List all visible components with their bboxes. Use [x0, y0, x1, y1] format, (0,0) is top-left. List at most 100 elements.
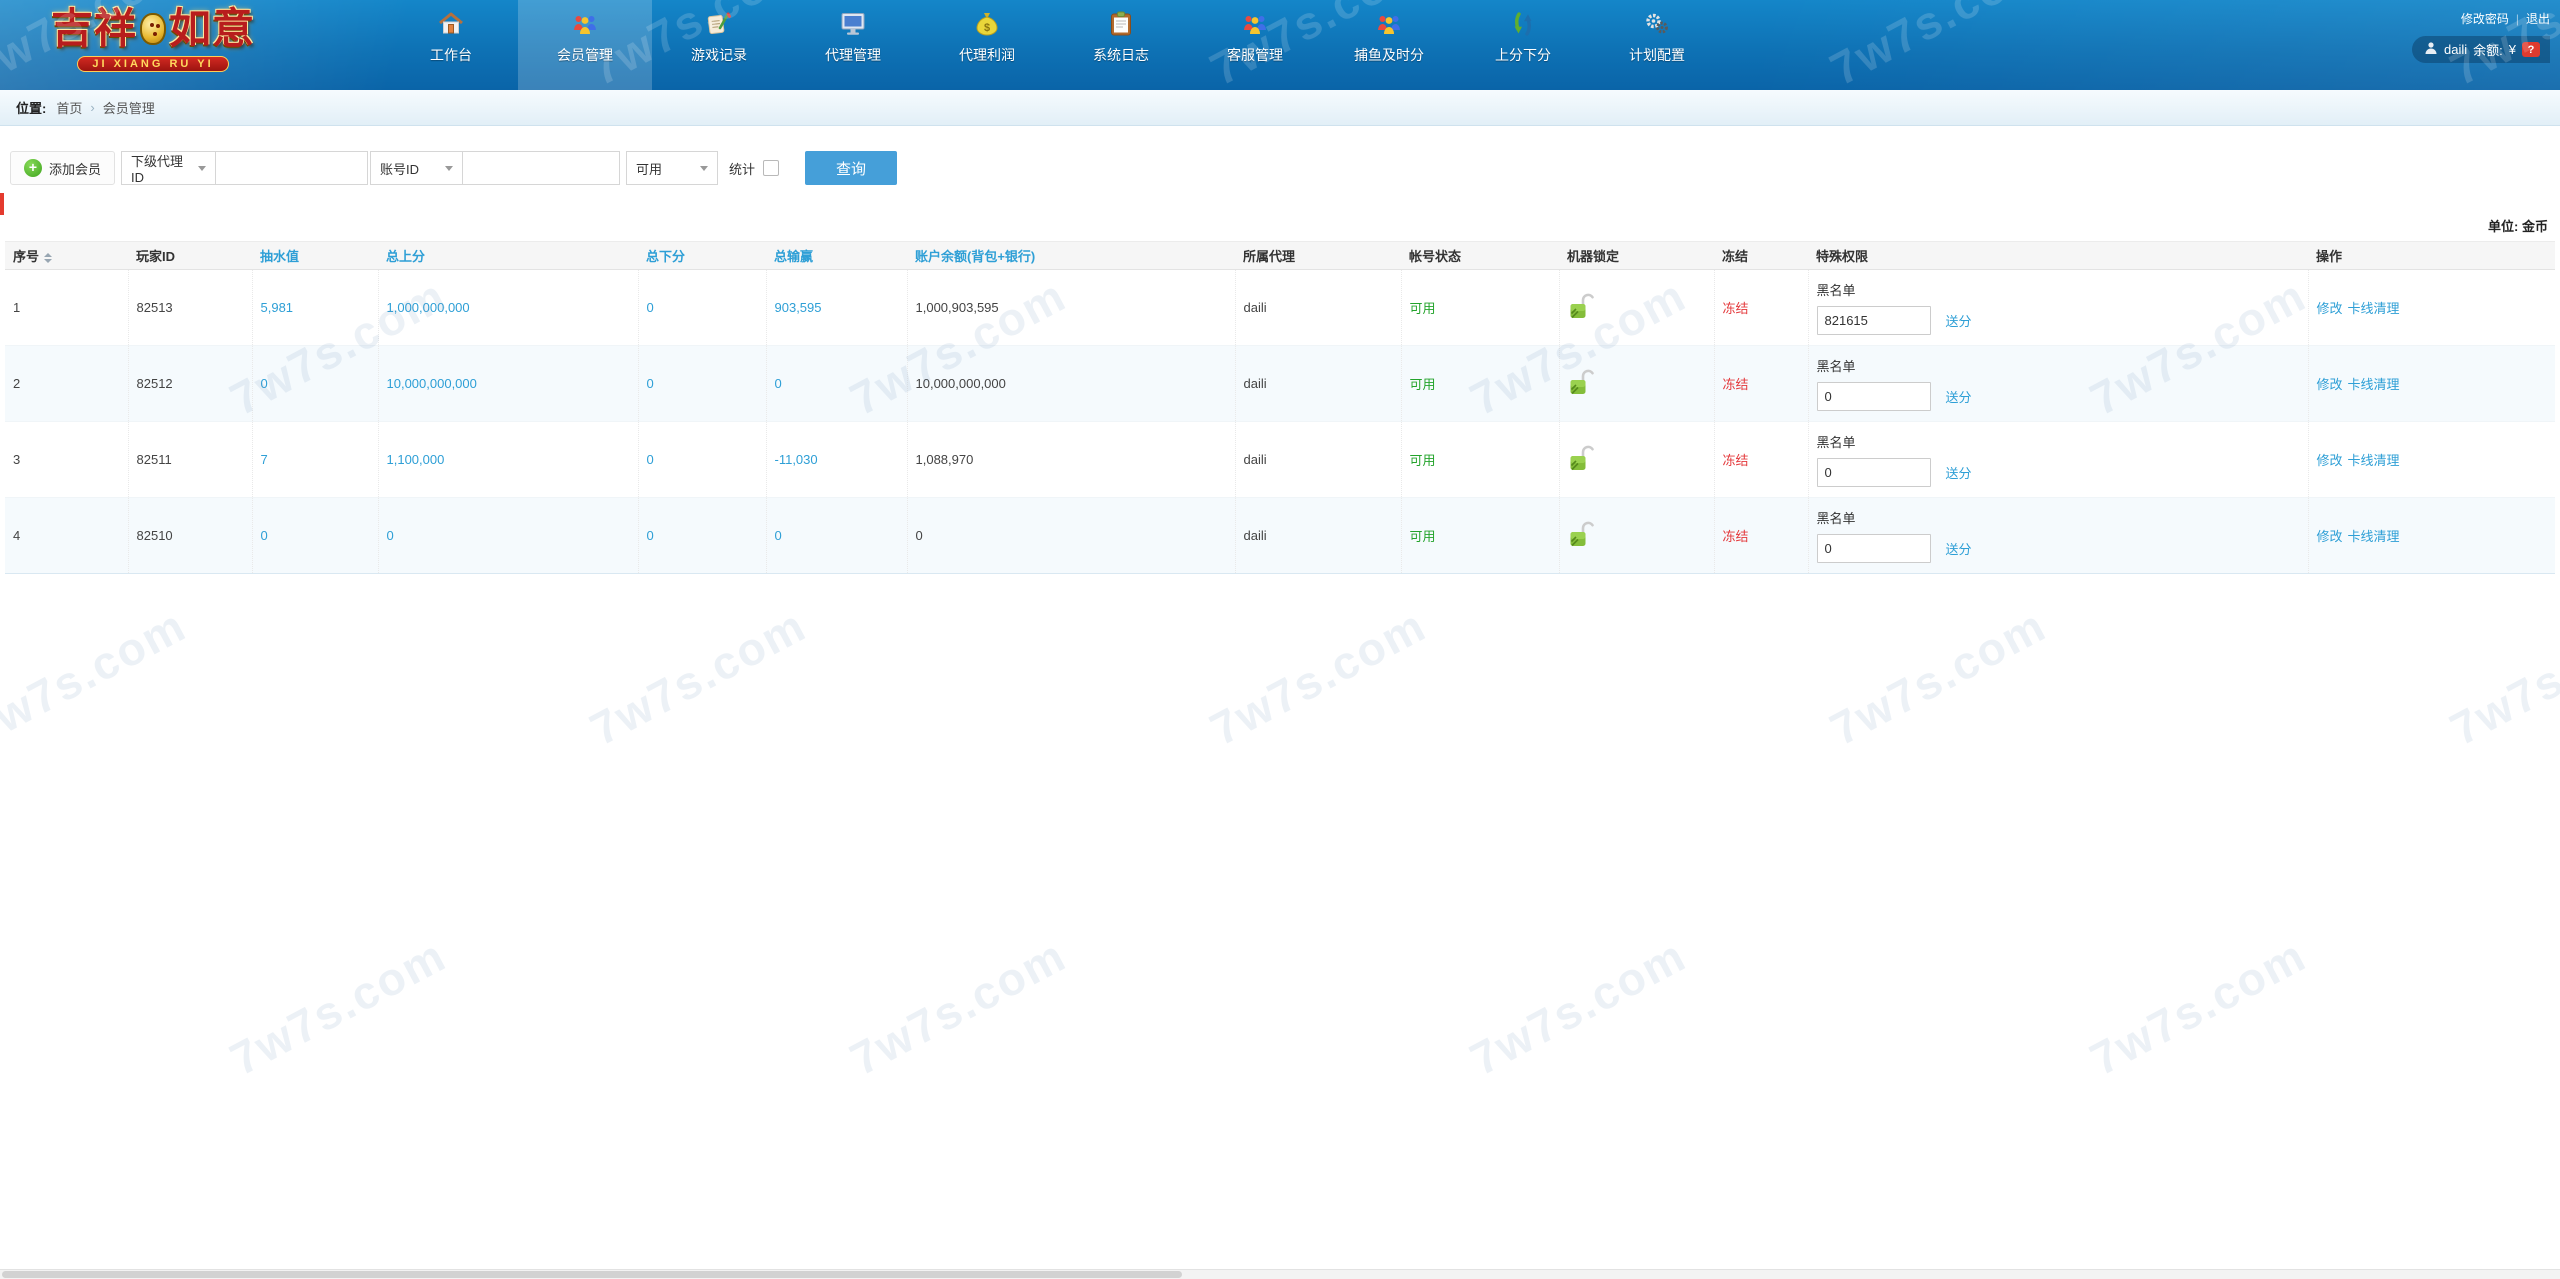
- nav-item-label: 系统日志: [1093, 47, 1149, 63]
- column-header: 冻结: [1714, 241, 1808, 270]
- freeze-link[interactable]: 冻结: [1722, 453, 1749, 468]
- main-nav: 工作台 会员管理 游戏记录 代理管理 $ 代理利润 系统日志 客服管理 捕鱼及时…: [384, 0, 1724, 90]
- blacklist-input[interactable]: [1816, 458, 1931, 487]
- column-header[interactable]: 抽水值: [252, 241, 378, 270]
- freeze-link[interactable]: 冻结: [1722, 529, 1749, 544]
- modify-link[interactable]: 修改: [2316, 453, 2343, 468]
- cell-player-id: 82513: [128, 269, 253, 346]
- nav-item-9[interactable]: 计划配置: [1590, 0, 1724, 90]
- status-select[interactable]: 可用: [626, 151, 719, 185]
- blacklist-input[interactable]: [1816, 382, 1931, 411]
- system-log-icon: [1108, 9, 1134, 39]
- clear-line-link[interactable]: 卡线清理: [2347, 377, 2400, 392]
- agent-id-select-value: 下级代理ID: [131, 154, 184, 185]
- send-points-link[interactable]: 送分: [1945, 390, 1972, 405]
- cell-rake-value[interactable]: 7: [252, 421, 379, 498]
- cell-total-up[interactable]: 10,000,000,000: [378, 345, 639, 422]
- machine-unlock-icon[interactable]: [1568, 367, 1595, 400]
- app-logo: 吉祥 如意 JI XIANG RU YI: [28, 4, 278, 72]
- cell-account-status: 可用: [1401, 269, 1560, 346]
- machine-unlock-icon[interactable]: [1568, 519, 1595, 552]
- send-points-link[interactable]: 送分: [1945, 466, 1972, 481]
- column-header[interactable]: 总下分: [638, 241, 766, 270]
- cell-total-up[interactable]: 1,000,000,000: [378, 269, 639, 346]
- cell-machine-lock: [1559, 497, 1715, 574]
- add-member-button[interactable]: + 添加会员: [10, 151, 116, 185]
- sort-icon[interactable]: [44, 252, 53, 263]
- column-header[interactable]: 总输赢: [766, 241, 907, 270]
- column-header[interactable]: 总上分: [378, 241, 638, 270]
- horizontal-scrollbar[interactable]: [0, 1269, 2560, 1279]
- cell-total-down[interactable]: 0: [638, 269, 767, 346]
- cell-total-up[interactable]: 0: [378, 497, 639, 574]
- user-balance-pill[interactable]: daili 余额: ¥ ?: [2412, 36, 2550, 63]
- search-button[interactable]: 查询: [805, 151, 898, 185]
- account-id-select[interactable]: 账号ID: [370, 151, 464, 185]
- machine-unlock-icon[interactable]: [1568, 443, 1595, 476]
- nav-item-label: 代理利润: [959, 47, 1015, 63]
- agent-id-input[interactable]: [215, 151, 369, 185]
- nav-item-label: 游戏记录: [691, 47, 747, 63]
- nav-item-8[interactable]: 上分下分: [1456, 0, 1590, 90]
- cell-rake-value[interactable]: 0: [252, 345, 379, 422]
- blacklist-input[interactable]: [1816, 306, 1931, 335]
- clear-line-link[interactable]: 卡线清理: [2347, 301, 2400, 316]
- cell-rake-value[interactable]: 5,981: [252, 269, 379, 346]
- nav-item-label: 代理管理: [825, 47, 881, 63]
- clear-line-link[interactable]: 卡线清理: [2347, 453, 2400, 468]
- cell-win-loss[interactable]: 903,595: [766, 269, 908, 346]
- filter-toolbar: + 添加会员 下级代理ID 账号ID 可用 统计 查询: [10, 150, 2560, 186]
- send-points-link[interactable]: 送分: [1945, 314, 1972, 329]
- column-header[interactable]: 序号: [5, 241, 128, 270]
- agent-id-select[interactable]: 下级代理ID: [121, 151, 217, 185]
- breadcrumb-home[interactable]: 首页: [56, 101, 83, 116]
- freeze-link[interactable]: 冻结: [1722, 301, 1749, 316]
- modify-link[interactable]: 修改: [2316, 301, 2343, 316]
- modify-link[interactable]: 修改: [2316, 529, 2343, 544]
- nav-item-3[interactable]: 代理管理: [786, 0, 920, 90]
- account-id-input[interactable]: [462, 151, 621, 185]
- chevron-down-icon: [198, 165, 207, 171]
- watermark-text: 7w7s.com: [221, 928, 455, 1086]
- left-edge-red-mark: [0, 193, 4, 215]
- cell-win-loss[interactable]: 0: [766, 345, 908, 422]
- freeze-link[interactable]: 冻结: [1722, 377, 1749, 392]
- agent-profit-icon: $: [974, 9, 1000, 39]
- cell-total-up[interactable]: 1,100,000: [378, 421, 639, 498]
- fishing-points-icon: [1376, 9, 1402, 39]
- cell-total-down[interactable]: 0: [638, 497, 767, 574]
- balance-refresh-badge[interactable]: ?: [2522, 42, 2540, 57]
- cell-win-loss[interactable]: -11,030: [766, 421, 908, 498]
- scrollbar-thumb[interactable]: [2, 1271, 1182, 1278]
- cell-player-id: 82511: [128, 421, 253, 498]
- blacklist-input[interactable]: [1816, 534, 1931, 563]
- machine-unlock-icon[interactable]: [1568, 291, 1595, 324]
- cell-freeze: 冻结: [1714, 345, 1809, 422]
- table-header-row: 序号 玩家ID 抽水值 总上分 总下分 总输赢 账户余额(背包+银行) 所属代理…: [5, 241, 2555, 270]
- nav-item-7[interactable]: 捕鱼及时分: [1322, 0, 1456, 90]
- nav-item-6[interactable]: 客服管理: [1188, 0, 1322, 90]
- member-table: 序号 玩家ID 抽水值 总上分 总下分 总输赢 账户余额(背包+银行) 所属代理…: [5, 241, 2555, 574]
- members-icon: [572, 9, 598, 39]
- nav-item-5[interactable]: 系统日志: [1054, 0, 1188, 90]
- stats-checkbox[interactable]: [763, 160, 780, 176]
- column-header[interactable]: 账户余额(背包+银行): [907, 241, 1235, 270]
- cell-rake-value[interactable]: 0: [252, 497, 379, 574]
- logout-link[interactable]: 退出: [2525, 12, 2550, 26]
- nav-item-1[interactable]: 会员管理: [518, 0, 652, 90]
- cell-balance: 0: [907, 497, 1236, 574]
- nav-item-0[interactable]: 工作台: [384, 0, 518, 90]
- breadcrumb-separator-icon: ›: [90, 100, 95, 115]
- change-password-link[interactable]: 修改密码: [2460, 12, 2509, 26]
- clear-line-link[interactable]: 卡线清理: [2347, 529, 2400, 544]
- send-points-link[interactable]: 送分: [1945, 542, 1972, 557]
- breadcrumb-prefix: 位置:: [16, 101, 47, 116]
- nav-item-4[interactable]: $ 代理利润: [920, 0, 1054, 90]
- cell-total-down[interactable]: 0: [638, 421, 767, 498]
- cell-win-loss[interactable]: 0: [766, 497, 908, 574]
- nav-item-label: 会员管理: [557, 47, 613, 63]
- member-table-body: 1 82513 5,981 1,000,000,000 0 903,595 1,…: [5, 269, 2555, 574]
- modify-link[interactable]: 修改: [2316, 377, 2343, 392]
- cell-total-down[interactable]: 0: [638, 345, 767, 422]
- nav-item-2[interactable]: 游戏记录: [652, 0, 786, 90]
